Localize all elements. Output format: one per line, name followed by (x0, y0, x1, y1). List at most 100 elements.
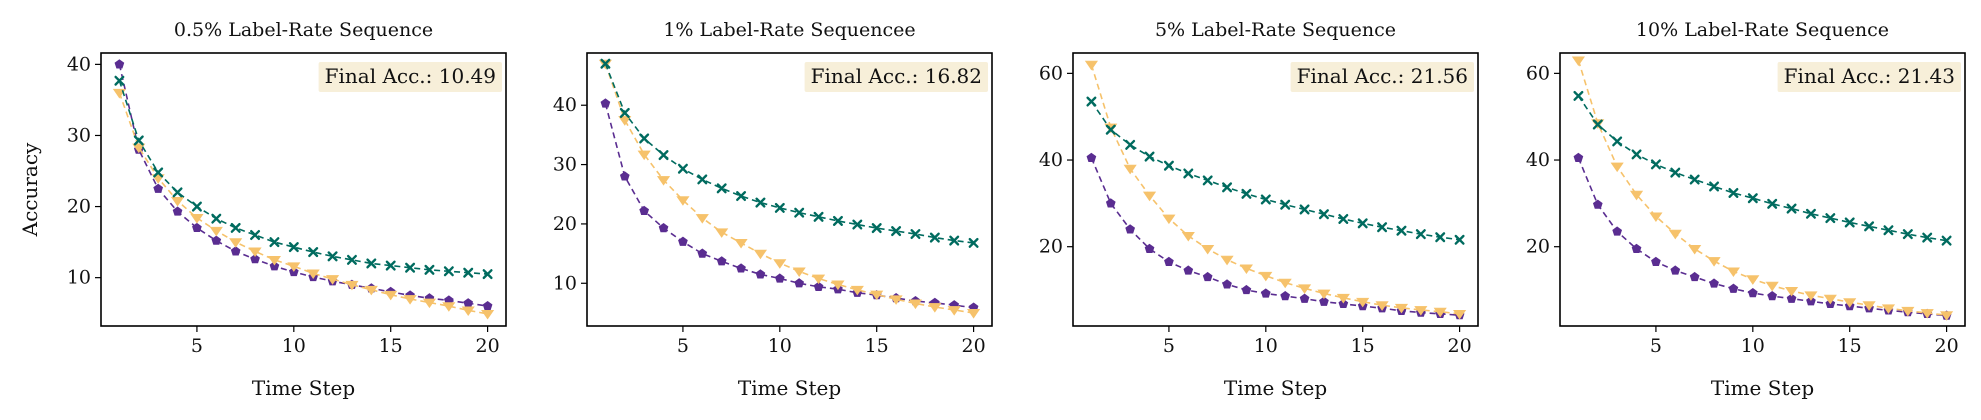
data-point-s3-8 (736, 191, 747, 202)
data-point-s3-6 (1183, 168, 1194, 179)
data-point-s1-7 (1689, 271, 1700, 282)
data-point-s1-9 (755, 269, 766, 279)
x-axis-label: Time Step (1711, 376, 1814, 400)
data-point-s3-9 (1241, 188, 1252, 199)
data-point-s2-15 (384, 290, 398, 301)
data-point-s2-18 (928, 303, 942, 313)
data-point-s2-16 (1862, 301, 1876, 311)
final-accuracy-badge (318, 62, 502, 92)
data-point-s3-13 (1805, 208, 1816, 219)
data-point-s3-16 (1864, 221, 1875, 232)
data-point-s3-3 (1612, 136, 1623, 147)
data-point-s3-20 (482, 269, 493, 280)
x-tick-label: 10 (1254, 335, 1278, 357)
data-point-s3-18 (929, 232, 940, 243)
data-point-s2-18 (1901, 306, 1915, 317)
data-point-s3-16 (891, 226, 902, 237)
data-point-s2-6 (695, 214, 709, 224)
data-point-s3-2 (133, 135, 144, 146)
data-point-s3-16 (405, 262, 416, 273)
data-point-s2-7 (229, 238, 243, 248)
data-point-s3-14 (1825, 213, 1836, 224)
data-point-s3-12 (1299, 204, 1310, 215)
data-point-s2-17 (908, 299, 923, 310)
data-point-s2-1 (1571, 56, 1585, 66)
data-point-s1-8 (1222, 279, 1232, 289)
data-point-s2-18 (442, 302, 456, 312)
data-point-s1-14 (1338, 298, 1349, 309)
data-point-s2-11 (1765, 281, 1779, 292)
data-point-s2-16 (889, 295, 903, 305)
data-point-s2-13 (831, 280, 845, 291)
data-point-s1-5 (678, 236, 688, 246)
data-point-s3-17 (1396, 225, 1407, 236)
data-point-s2-6 (1181, 231, 1195, 242)
data-point-s2-19 (1433, 307, 1447, 318)
data-point-s3-19 (1922, 232, 1933, 243)
series-line-2 (604, 63, 974, 314)
data-point-s3-7 (230, 222, 241, 233)
chart-panel-2: 1% Label-Rate Sequencee 5 10 15 20 10 20 30 40 Ti… (553, 19, 993, 400)
data-point-s1-6 (697, 248, 708, 258)
data-point-s2-15 (870, 290, 884, 301)
series-line-1 (604, 103, 974, 309)
data-point-s2-12 (811, 274, 826, 285)
data-point-s3-10 (288, 242, 299, 253)
final-accuracy-label: Final Acc.: 21.43 (1784, 64, 1955, 88)
data-point-s2-4 (1629, 190, 1644, 201)
data-point-s3-7 (1202, 175, 1213, 186)
series-line-2 (1090, 64, 1460, 315)
data-point-s1-1 (600, 98, 611, 108)
data-point-s3-2 (1592, 119, 1603, 130)
data-point-s2-8 (248, 247, 262, 257)
data-point-s3-12 (327, 251, 338, 262)
final-accuracy-badge (1777, 62, 1961, 92)
data-point-s3-13 (1318, 209, 1329, 220)
series-line-3 (1090, 101, 1460, 241)
x-axis-label: Time Step (252, 376, 355, 400)
data-point-s3-14 (852, 219, 863, 230)
data-point-s2-13 (1317, 289, 1331, 300)
data-point-s3-11 (794, 207, 805, 218)
series-line-3 (118, 80, 488, 275)
data-point-s2-14 (850, 285, 864, 296)
data-point-s3-16 (1377, 222, 1388, 233)
data-point-s1-3 (1125, 224, 1136, 234)
series-line-1 (1577, 157, 1947, 317)
x-tick-label: 15 (865, 335, 889, 357)
data-point-s2-12 (1784, 286, 1799, 297)
data-point-s1-8 (1709, 278, 1719, 288)
data-point-s3-7 (716, 183, 727, 194)
data-point-s3-8 (250, 230, 261, 240)
data-point-s2-14 (1336, 293, 1350, 304)
final-accuracy-badge (1290, 62, 1474, 92)
x-tick-label: 5 (191, 335, 203, 357)
y-tick-label: 20 (1526, 236, 1550, 258)
data-point-s2-11 (306, 269, 320, 280)
data-point-s2-15 (1843, 298, 1857, 308)
data-point-s1-4 (1144, 243, 1155, 253)
data-point-s2-7 (715, 228, 729, 238)
x-tick-label: 5 (1163, 335, 1175, 357)
data-point-s3-3 (639, 133, 650, 144)
data-point-s1-5 (1651, 256, 1661, 266)
data-point-s1-1 (114, 59, 125, 69)
data-point-s2-9 (267, 255, 282, 266)
data-point-s2-16 (403, 295, 417, 305)
data-point-s2-14 (1823, 294, 1837, 305)
chart-title: 5% Label-Rate Sequence (1155, 19, 1396, 41)
data-point-s2-4 (656, 176, 671, 186)
data-point-s3-18 (443, 266, 454, 277)
data-point-s1-7 (716, 256, 727, 266)
data-point-s1-9 (1728, 283, 1739, 293)
data-point-s3-5 (191, 201, 202, 212)
data-point-s2-9 (753, 249, 768, 260)
data-point-s2-6 (1668, 229, 1682, 240)
chart-panel-1: 0.5% Label-Rate Sequence 5 10 15 20 10 20 30 40 T… (18, 19, 507, 400)
y-tick-label: 60 (1039, 62, 1063, 84)
data-point-s1-11 (1767, 291, 1778, 301)
chart-title: 0.5% Label-Rate Sequence (174, 19, 433, 41)
data-point-s3-15 (385, 260, 396, 271)
data-point-s2-20 (481, 310, 495, 320)
series-line-2 (1577, 60, 1947, 316)
